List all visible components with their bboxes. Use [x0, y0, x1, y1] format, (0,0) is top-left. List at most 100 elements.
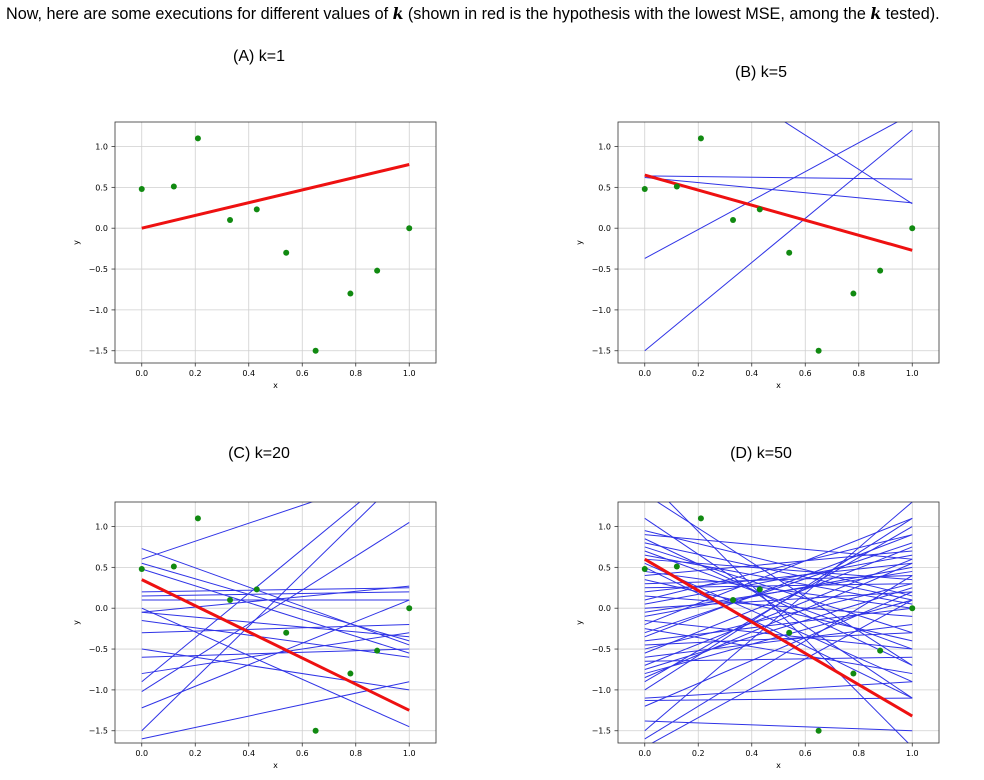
data-point — [673, 183, 680, 190]
hypothesis-line — [644, 546, 913, 654]
plot-frame — [617, 121, 940, 364]
y-axis-label: y — [72, 620, 81, 625]
y-tick-label: −1.5 — [592, 727, 611, 736]
hypothesis-line — [644, 542, 913, 634]
x-tick-label: 1.0 — [906, 749, 919, 758]
y-axis-label: y — [72, 240, 81, 245]
hypothesis-line — [644, 570, 913, 609]
hypothesis-line — [644, 681, 913, 699]
data-point — [138, 565, 145, 572]
hypothesis-line — [644, 534, 913, 560]
data-point — [138, 185, 145, 192]
hypothesis-line — [651, 599, 913, 743]
hypothesis-line — [141, 587, 410, 593]
x-tick-label: 0.4 — [745, 369, 758, 378]
data-point — [756, 206, 763, 213]
x-tick-label: 0.8 — [349, 369, 362, 378]
data-point — [406, 225, 413, 232]
data-point — [194, 515, 201, 522]
data-point — [170, 183, 177, 190]
hypothesis-line — [644, 502, 913, 732]
hypothesis-line — [644, 538, 913, 666]
data-point — [909, 605, 916, 612]
data-point — [374, 267, 381, 274]
x-tick-label: 0.0 — [135, 749, 148, 758]
data-point — [347, 670, 354, 677]
x-tick-label: 0.4 — [242, 369, 255, 378]
panel-c-plot: 0.0 0.2 0.4 0.6 0.8 1.0 −1.5 −1.0 −0.5 0.0 0.5 1.0 x… — [72, 501, 437, 770]
x-tick-label: 0.6 — [799, 369, 812, 378]
data-point — [697, 515, 704, 522]
y-tick-label: −1.0 — [592, 306, 611, 315]
plot-frame — [114, 501, 437, 744]
data-point — [697, 135, 704, 142]
y-tick-label: 1.0 — [95, 523, 108, 532]
best-hypothesis-line — [141, 163, 410, 230]
data-point — [641, 565, 648, 572]
hypothesis-line — [141, 522, 410, 692]
hypothesis-line — [644, 591, 913, 707]
hypothesis-line — [644, 575, 913, 740]
plot-area — [641, 502, 916, 743]
data-point — [756, 586, 763, 593]
hypothesis-line — [141, 562, 410, 642]
hypothesis-line — [644, 619, 913, 650]
hypothesis-line — [644, 562, 913, 683]
hypothesis-line — [141, 619, 410, 658]
hypothesis-line — [644, 517, 913, 626]
y-tick-label: −1.0 — [592, 686, 611, 695]
data-point — [909, 225, 916, 232]
hypothesis-line — [644, 517, 913, 691]
hypothesis-line — [644, 530, 913, 597]
y-tick-label: −1.5 — [89, 727, 108, 736]
data-point — [730, 597, 737, 604]
y-axis-label: y — [575, 240, 584, 245]
intro-k-symbol-2: k — [870, 4, 882, 23]
y-tick-label: 1.0 — [598, 143, 611, 152]
hypothesis-line — [783, 122, 913, 205]
y-tick-label: 1.0 — [598, 523, 611, 532]
hypothesis-line — [141, 624, 410, 634]
hypothesis-line — [668, 502, 909, 743]
data-point — [815, 727, 822, 734]
panel-d-plot: 0.0 0.2 0.4 0.6 0.8 1.0 −1.5 −1.0 −0.5 0.0 0.5 1.0 x… — [575, 501, 940, 770]
x-tick-label: 0.0 — [638, 749, 651, 758]
hypothesis-line — [644, 579, 913, 642]
y-tick-label: −1.5 — [89, 347, 108, 356]
x-tick-label: 0.8 — [349, 749, 362, 758]
data-point — [253, 206, 260, 213]
data-point — [786, 249, 793, 256]
panel-d-title: (D) k=50 — [730, 445, 792, 462]
data-point — [374, 647, 381, 654]
x-axis-label: x — [776, 761, 781, 770]
y-tick-label: 0.5 — [95, 183, 108, 192]
x-tick-label: 0.6 — [296, 749, 309, 758]
intro-after: tested). — [881, 5, 940, 23]
x-tick-label: 0.0 — [135, 369, 148, 378]
hypothesis-line — [644, 129, 913, 352]
hypothesis-line — [141, 648, 410, 691]
x-tick-label: 1.0 — [906, 369, 919, 378]
x-tick-label: 0.4 — [242, 749, 255, 758]
data-point — [877, 647, 884, 654]
data-point — [641, 185, 648, 192]
panel-a-plot: 0.0 0.2 0.4 0.6 0.8 1.0 −1.5 −1.0 −0.5 0.0 0.5 1.0 x… — [72, 121, 437, 390]
hypothesis-line — [141, 585, 410, 613]
hypothesis-line — [644, 570, 913, 613]
data-point — [253, 586, 260, 593]
y-tick-label: 0.0 — [598, 604, 611, 613]
data-point — [815, 347, 822, 354]
data-point — [347, 290, 354, 297]
x-tick-label: 0.6 — [799, 749, 812, 758]
hypothesis-line — [644, 624, 913, 658]
hypothesis-line — [141, 548, 410, 646]
hypothesis-line — [644, 534, 913, 601]
data-point — [227, 597, 234, 604]
data-point — [283, 629, 290, 636]
plot-area — [641, 122, 916, 354]
x-tick-label: 0.4 — [745, 749, 758, 758]
intro-text: Now, here are some executions for differ… — [6, 3, 981, 25]
best-hypothesis-line — [141, 578, 410, 712]
y-tick-label: 0.5 — [598, 563, 611, 572]
x-tick-label: 0.6 — [296, 369, 309, 378]
